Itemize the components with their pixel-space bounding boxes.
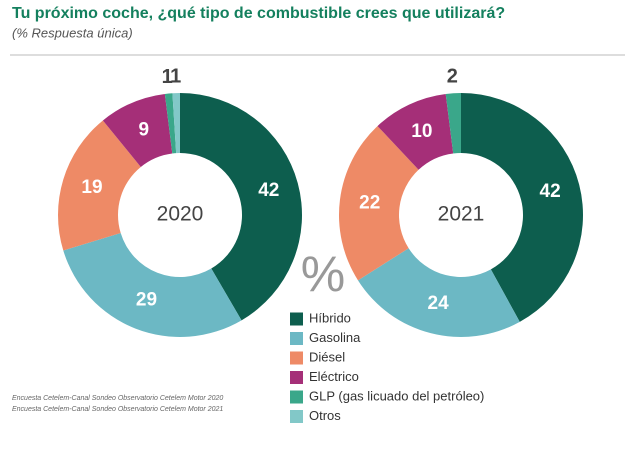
- data-label: 1: [162, 66, 173, 88]
- data-label: 42: [540, 181, 561, 202]
- donut-slice: [180, 93, 302, 321]
- legend-label: Otros: [309, 408, 341, 423]
- data-label: 2: [447, 66, 458, 88]
- source: Encuesta Cetelem-Canal Sondeo Observator…: [12, 395, 223, 402]
- data-label: 10: [411, 121, 432, 142]
- title: Tu próximo coche, ¿qué tipo de combustib…: [12, 5, 505, 22]
- donut-slice: [338, 126, 419, 281]
- legend-label: Eléctrico: [309, 369, 359, 384]
- data-label: 19: [81, 177, 102, 198]
- legend-label: Híbrido: [309, 310, 351, 325]
- donut-center-label: 2020: [157, 203, 204, 226]
- source: Encuesta Cetelem-Canal Sondeo Observator…: [12, 406, 223, 413]
- donut-slice: [63, 233, 242, 337]
- donut-slice: [102, 93, 173, 167]
- legend-label: Diésel: [309, 349, 345, 364]
- donut-center-label: 2021: [438, 203, 485, 226]
- legend-swatch: [290, 410, 303, 423]
- subtitle: (% Respuesta única): [12, 25, 133, 40]
- legend-swatch: [290, 351, 303, 365]
- donut-slice: [172, 93, 180, 154]
- data-label: 9: [139, 119, 150, 140]
- donut-slice: [164, 93, 177, 154]
- donut-slice: [58, 120, 141, 251]
- legend-swatch: [290, 332, 303, 345]
- legend-label: Gasolina: [309, 330, 361, 345]
- legend-label: GLP (gas licuado del petróleo): [309, 388, 484, 403]
- data-label: 24: [428, 293, 450, 314]
- donut-slice: [377, 93, 454, 170]
- data-label: 29: [136, 290, 157, 311]
- donut-slice: [461, 93, 583, 322]
- data-label: 22: [359, 192, 380, 213]
- legend-swatch: [290, 371, 303, 384]
- unit-symbol: %: [301, 246, 345, 302]
- data-label: 1: [170, 65, 181, 87]
- donut-slice: [357, 248, 520, 337]
- legend-swatch: [290, 312, 303, 326]
- donut-slice: [445, 93, 461, 154]
- legend-swatch: [290, 390, 303, 404]
- data-label: 42: [258, 180, 279, 201]
